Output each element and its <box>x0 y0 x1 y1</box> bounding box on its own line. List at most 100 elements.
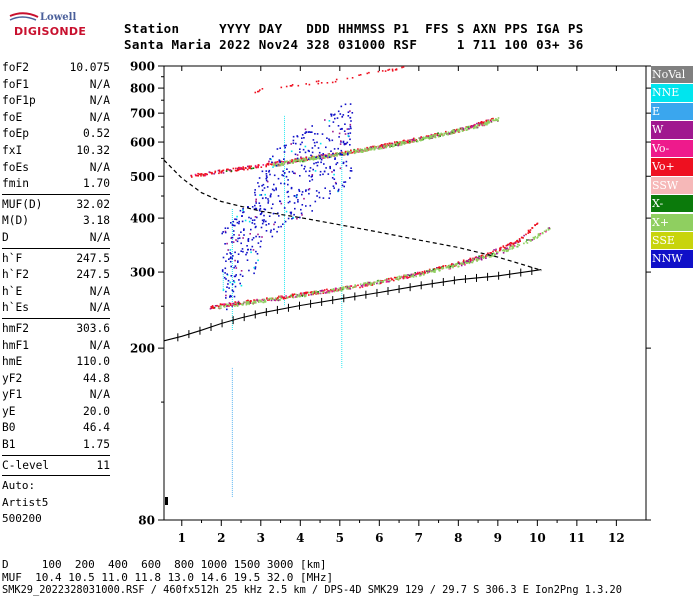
echo-point <box>379 280 381 282</box>
echo-point <box>529 229 532 231</box>
echo-point <box>310 291 312 294</box>
echo-point <box>227 249 229 251</box>
echo-point <box>265 179 268 182</box>
echo-point <box>238 302 241 304</box>
echo-point <box>497 117 500 119</box>
echo-point <box>474 125 477 127</box>
echo-point <box>438 270 441 272</box>
echo-point <box>304 145 307 148</box>
echo-point <box>301 193 303 196</box>
echo-point <box>283 145 286 147</box>
echo-point <box>325 146 327 149</box>
logo-lowell: Lowell <box>40 12 77 23</box>
echo-point <box>250 251 252 254</box>
echo-point <box>234 251 236 254</box>
echo-point <box>526 239 528 241</box>
echo-point <box>292 142 295 144</box>
echo-point <box>307 131 310 133</box>
param-value: N/A <box>89 284 110 298</box>
echo-point <box>289 295 291 298</box>
echo-point <box>334 113 336 116</box>
echo-point <box>506 247 508 249</box>
echo-point <box>407 139 409 142</box>
echo-point <box>439 135 441 137</box>
echo-point <box>254 164 257 167</box>
param-row-g3-3: h`Es N/A <box>2 300 110 317</box>
echo-point <box>449 265 452 268</box>
echo-point <box>373 148 376 150</box>
echo-point <box>471 261 473 264</box>
echo-point <box>422 272 425 275</box>
echo-point <box>425 135 428 137</box>
echo-point <box>488 121 491 123</box>
echo-point <box>190 174 193 177</box>
echo-point <box>253 223 256 225</box>
echo-point <box>520 236 523 239</box>
echo-point <box>403 275 405 278</box>
echo-point <box>382 147 385 149</box>
echo-point <box>330 113 332 116</box>
x-tick-label: 10 <box>529 531 546 545</box>
echo-point <box>280 297 282 300</box>
echo-point <box>258 90 260 93</box>
echo-point <box>240 250 242 252</box>
echo-point <box>531 239 534 241</box>
echo-point <box>340 149 343 152</box>
echo-point <box>403 274 406 277</box>
echo-point <box>458 129 460 131</box>
echo-point <box>492 119 495 121</box>
echo-point <box>266 180 269 183</box>
echo-point <box>238 220 240 223</box>
echo-point <box>335 152 337 155</box>
echo-point <box>246 245 248 247</box>
echo-point <box>317 82 320 85</box>
echo-point <box>279 161 281 163</box>
echo-point <box>410 139 413 141</box>
echo-point <box>309 204 312 207</box>
echo-point <box>420 274 422 277</box>
echo-point <box>481 256 484 259</box>
echo-point <box>453 265 456 267</box>
param-value: N/A <box>89 77 110 91</box>
echo-point <box>315 292 317 294</box>
echo-point <box>525 240 527 243</box>
echo-point <box>235 274 237 276</box>
echo-point <box>308 188 311 190</box>
echo-point <box>286 168 288 170</box>
echo-point <box>279 147 281 149</box>
x-tick-label: 8 <box>454 531 462 545</box>
echo-point <box>300 212 303 215</box>
echo-point <box>191 176 193 178</box>
echo-point <box>325 155 328 157</box>
echo-point <box>233 295 236 298</box>
echo-point <box>295 293 297 296</box>
echo-point <box>373 283 375 285</box>
echo-point <box>344 123 346 125</box>
echo-point <box>501 249 504 252</box>
echo-point <box>246 168 249 171</box>
y-tick-label: 500 <box>130 170 155 184</box>
echo-point <box>451 131 454 133</box>
echo-point <box>316 141 318 144</box>
echo-point <box>514 241 517 243</box>
echo-point <box>359 74 362 76</box>
echo-point <box>301 204 304 206</box>
param-name: C-level <box>2 458 50 472</box>
echo-point <box>324 154 327 156</box>
param-row-g1-2: foF1p N/A <box>2 93 110 110</box>
echo-point <box>272 298 274 301</box>
echo-point <box>305 294 307 296</box>
echo-point <box>242 250 244 253</box>
echo-point <box>335 163 337 166</box>
echo-point <box>308 174 310 177</box>
echo-point <box>274 221 276 224</box>
echo-point <box>237 168 239 170</box>
digisonde-logo: Lowell DIGISONDE <box>2 8 112 44</box>
echo-point <box>255 250 257 253</box>
echo-point <box>243 211 245 213</box>
plot-frame <box>163 65 647 521</box>
header-labels: Station YYYY DAY DDD HHMMSS P1 FFS S AXN… <box>124 21 584 36</box>
echo-point <box>264 193 266 196</box>
echo-point <box>301 294 303 296</box>
echo-point <box>322 173 324 176</box>
